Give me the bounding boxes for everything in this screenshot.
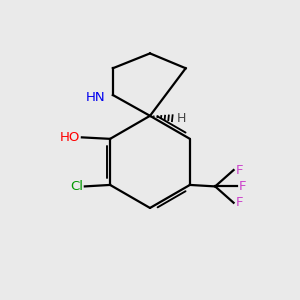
Text: Cl: Cl [70, 180, 83, 193]
Text: F: F [239, 180, 247, 193]
Text: HO: HO [60, 131, 80, 144]
Text: F: F [236, 164, 243, 177]
Text: F: F [236, 196, 243, 209]
Text: H: H [177, 112, 186, 125]
Text: HN: HN [86, 92, 105, 104]
